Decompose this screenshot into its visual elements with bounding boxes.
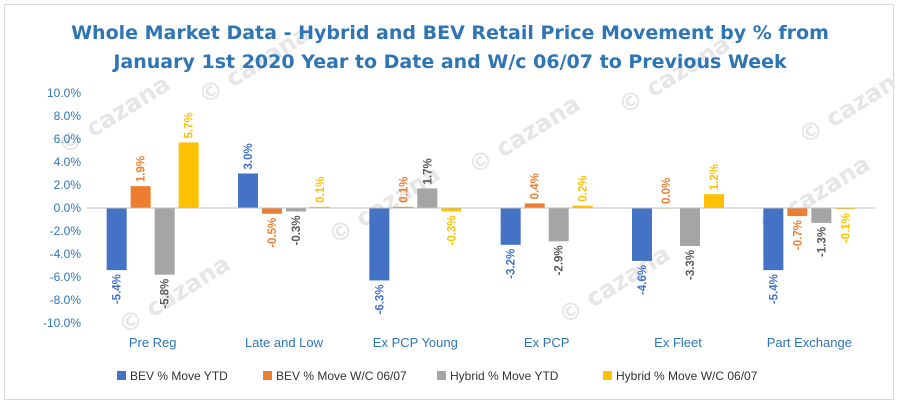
chart-frame: © cazana © cazana © cazana © cazana © cazana…: [4, 4, 895, 400]
category-label: Pre Reg: [129, 335, 177, 350]
data-label: 3.0%: [243, 143, 255, 169]
bar: [393, 206, 414, 208]
legend-label: Hybrid % Move W/C 06/07: [616, 369, 758, 383]
chart-title-line-2: January 1st 2020 Year to Date and W/c 06…: [111, 51, 787, 73]
x-axis-categories: Pre Reg Late and Low Ex PCP Young Ex PCP Ex …: [129, 335, 852, 350]
category-label: Part Exchange: [767, 335, 852, 350]
bar: [704, 194, 724, 208]
category-label: Ex Fleet: [654, 335, 702, 350]
y-tick-label: -4.0%: [50, 247, 82, 261]
bar: [787, 208, 808, 217]
y-tick-label: -2.0%: [50, 224, 82, 238]
legend-swatch: [437, 371, 446, 380]
bar: [632, 208, 652, 261]
data-label: -5.8%: [160, 279, 172, 309]
bar: [130, 186, 151, 208]
data-label: 1.9%: [136, 156, 148, 182]
watermark-text: © cazana: [553, 239, 675, 330]
legend-swatch: [117, 371, 126, 380]
data-label: -5.4%: [112, 274, 124, 304]
data-label: 0.2%: [578, 175, 590, 201]
data-label: 0.1%: [398, 177, 410, 203]
y-axis: -10.0% -8.0% -6.0% -4.0% -2.0% 0.0% 2.0% 4.0% 6.…: [43, 86, 81, 330]
legend-swatch: [263, 371, 272, 380]
y-tick-label: 2.0%: [54, 178, 82, 192]
bar: [763, 208, 784, 271]
data-labels: -5.4% 1.9% -5.8% 5.7% 3.0% -0.5% -0.3% 0.1% -6.3…: [112, 112, 853, 314]
bar: [500, 208, 521, 245]
bar: [262, 208, 282, 214]
category-label: Ex PCP Young: [373, 335, 458, 350]
y-tick-label: 0.0%: [54, 201, 82, 215]
legend-label: BEV % Move YTD: [130, 369, 228, 383]
legend-item: Hybrid % Move YTD: [437, 369, 559, 383]
data-label: -0.7%: [792, 220, 804, 250]
data-label: -6.3%: [374, 284, 386, 314]
data-label: -0.1%: [840, 213, 852, 243]
legend: BEV % Move YTD BEV % Move W/C 06/07 Hybrid…: [117, 369, 758, 383]
bar: [835, 208, 856, 210]
data-label: -3.3%: [685, 250, 697, 280]
y-tick-label: -6.0%: [50, 270, 82, 284]
data-label: -0.3%: [291, 215, 303, 245]
data-label: 1.7%: [422, 158, 434, 184]
category-label: Ex PCP: [524, 335, 570, 350]
bar: [680, 208, 700, 246]
y-tick-label: 10.0%: [47, 86, 81, 100]
bar: [441, 208, 462, 212]
bar: [369, 208, 390, 281]
y-tick-label: -10.0%: [43, 316, 81, 330]
bar: [524, 203, 545, 208]
bar: [811, 208, 832, 223]
legend-item: Hybrid % Move W/C 06/07: [603, 369, 758, 383]
category-label: Late and Low: [245, 335, 324, 350]
data-label: -3.2%: [506, 249, 518, 279]
bar: [154, 208, 175, 275]
bar: [106, 208, 127, 271]
data-label: 5.7%: [184, 112, 196, 138]
bar: [310, 206, 330, 208]
y-tick-label: 8.0%: [54, 109, 82, 123]
y-tick-label: -8.0%: [50, 293, 82, 307]
legend-item: BEV % Move YTD: [117, 369, 228, 383]
data-label: -1.3%: [816, 227, 828, 257]
legend-label: BEV % Move W/C 06/07: [276, 369, 407, 383]
y-tick-label: 6.0%: [54, 132, 82, 146]
chart-title-line-1: Whole Market Data - Hybrid and BEV Retai…: [71, 22, 829, 44]
bar: [178, 142, 199, 208]
data-label: -0.3%: [446, 215, 458, 245]
y-tick-label: 4.0%: [54, 155, 82, 169]
watermark-text: © cazana: [793, 59, 895, 150]
bar: [286, 208, 306, 212]
data-label: 0.1%: [315, 177, 327, 203]
watermark-text: © cazana: [463, 89, 585, 180]
data-label: -4.6%: [637, 265, 649, 295]
legend-swatch: [603, 371, 612, 380]
data-label: 0.0%: [661, 178, 673, 204]
data-label: -0.5%: [267, 218, 279, 248]
bar: [417, 188, 438, 208]
bar-chart: © cazana© cazana© cazana© cazana© cazana…: [43, 19, 895, 383]
data-label: -2.9%: [554, 245, 566, 275]
data-label: 1.2%: [709, 164, 721, 190]
legend-label: Hybrid % Move YTD: [450, 369, 559, 383]
legend-item: BEV % Move W/C 06/07: [263, 369, 407, 383]
bar: [238, 173, 258, 208]
bars: [106, 142, 856, 281]
data-label: -5.4%: [768, 274, 780, 304]
bar: [548, 208, 569, 242]
data-label: 0.4%: [530, 173, 542, 199]
bar: [572, 205, 593, 208]
